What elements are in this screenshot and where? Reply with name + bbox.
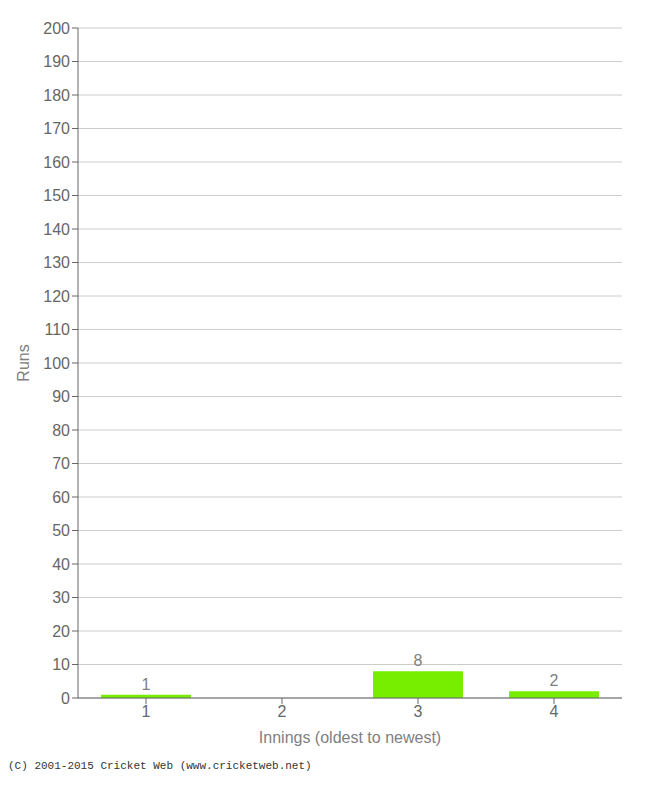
- svg-text:170: 170: [43, 120, 70, 137]
- svg-text:100: 100: [43, 355, 70, 372]
- svg-text:1: 1: [142, 703, 151, 720]
- svg-text:180: 180: [43, 87, 70, 104]
- svg-text:90: 90: [52, 388, 70, 405]
- svg-text:160: 160: [43, 154, 70, 171]
- svg-text:60: 60: [52, 489, 70, 506]
- svg-text:70: 70: [52, 455, 70, 472]
- svg-text:4: 4: [550, 703, 559, 720]
- svg-text:120: 120: [43, 288, 70, 305]
- svg-text:130: 130: [43, 254, 70, 271]
- svg-text:8: 8: [414, 652, 423, 669]
- svg-text:2: 2: [278, 703, 287, 720]
- svg-text:0: 0: [61, 690, 70, 707]
- html-text:(C) 2001-2015 Cricket Web (www: (C) 2001-2015 Cricket Web (www.cricketwe…: [8, 760, 312, 772]
- svg-text:2: 2: [550, 672, 559, 689]
- svg-text:10: 10: [52, 656, 70, 673]
- svg-text:190: 190: [43, 53, 70, 70]
- svg-text:Innings (oldest to newest): Innings (oldest to newest): [259, 729, 441, 746]
- svg-text:Runs: Runs: [15, 344, 32, 381]
- svg-text:200: 200: [43, 20, 70, 37]
- svg-text:50: 50: [52, 522, 70, 539]
- svg-text:3: 3: [414, 703, 423, 720]
- svg-text:80: 80: [52, 422, 70, 439]
- svg-text:1: 1: [142, 676, 151, 693]
- svg-text:150: 150: [43, 187, 70, 204]
- svg-text:30: 30: [52, 589, 70, 606]
- svg-text:110: 110: [44, 321, 70, 338]
- svg-text:20: 20: [52, 623, 70, 640]
- svg-text:40: 40: [52, 556, 70, 573]
- svg-text:140: 140: [43, 221, 70, 238]
